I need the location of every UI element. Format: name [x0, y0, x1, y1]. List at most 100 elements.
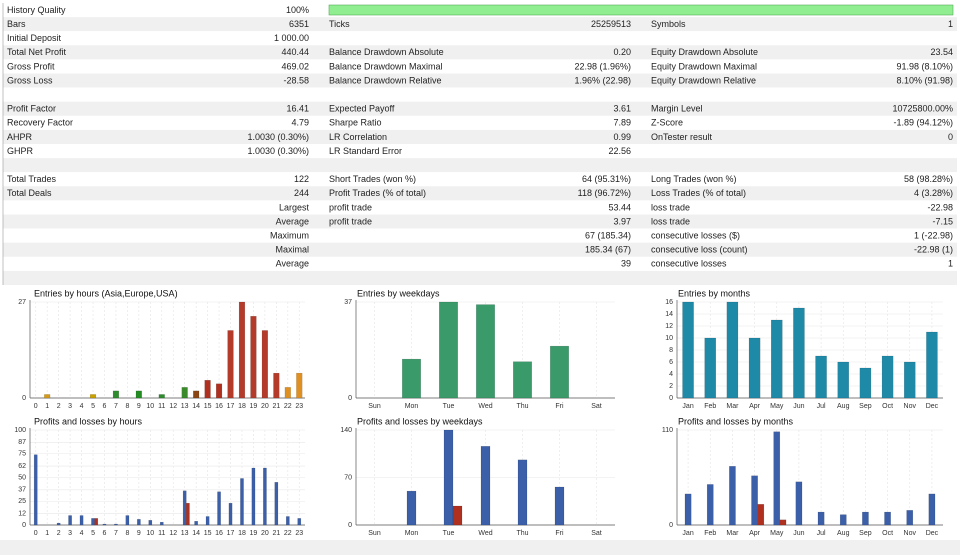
bar: [443, 429, 454, 526]
x-tick-label: May: [770, 530, 784, 537]
bar: [148, 520, 153, 526]
bar: [250, 316, 257, 399]
bar: [261, 330, 268, 399]
x-tick-label: 23: [295, 403, 303, 410]
table-value: Maximal: [275, 245, 309, 255]
table-row: [3, 172, 957, 187]
y-tick-label: 75: [18, 451, 26, 458]
table-row: [3, 186, 957, 201]
x-tick-label: Oct: [882, 403, 893, 410]
x-tick-label: 20: [261, 530, 269, 537]
bar: [89, 394, 97, 399]
y-tick-label: 16: [665, 299, 673, 306]
table-label: Balance Drawdown Maximal: [329, 61, 443, 71]
bar: [79, 515, 84, 526]
bar: [906, 510, 914, 526]
table-value: 39: [621, 259, 631, 269]
x-tick-label: 4: [80, 403, 84, 410]
table-label: GHPR: [7, 146, 34, 156]
table-row: [3, 59, 957, 74]
table-label: consecutive losses: [651, 259, 727, 269]
x-tick-label: 1: [45, 403, 49, 410]
bar: [476, 304, 495, 399]
table-value: 4 (3.28%): [914, 188, 953, 198]
history-quality-bar: [328, 4, 954, 16]
x-tick-label: Aug: [837, 530, 850, 537]
y-tick-label: 0: [669, 395, 673, 402]
table-value: 16.41: [286, 104, 309, 114]
table-value: 118 (96.72%): [578, 188, 631, 198]
bar: [112, 390, 120, 399]
x-tick-label: 8: [125, 530, 129, 537]
x-tick-label: 11: [158, 530, 165, 537]
bar: [517, 459, 528, 526]
x-tick-label: 5: [91, 403, 95, 410]
x-tick-label: Tue: [443, 403, 455, 410]
bar: [94, 518, 99, 526]
x-tick-label: 15: [204, 403, 212, 410]
bar: [550, 345, 569, 399]
y-tick-label: 12: [18, 510, 26, 517]
bar: [406, 490, 417, 526]
bar: [296, 372, 303, 399]
x-tick-label: 22: [284, 530, 292, 537]
x-tick-label: 13: [181, 530, 189, 537]
y-tick-label: 14: [665, 311, 673, 318]
x-tick-label: Wed: [478, 403, 492, 410]
table-label: loss trade: [651, 202, 690, 212]
x-tick-label: Sep: [859, 530, 872, 537]
table-label: Equity Drawdown Relative: [651, 75, 756, 85]
x-tick-label: 19: [250, 530, 258, 537]
table-row: [3, 17, 957, 32]
bar: [238, 301, 246, 399]
table-label: Short Trades (won %): [329, 174, 416, 184]
bar: [135, 390, 142, 399]
table-label: History Quality: [7, 5, 66, 15]
x-tick-label: Mon: [405, 403, 419, 410]
table-label: Initial Deposit: [7, 33, 62, 43]
x-tick-label: Fri: [555, 403, 564, 410]
x-tick-label: Sat: [591, 530, 602, 537]
bar: [748, 337, 761, 399]
table-value: -22.98 (1): [914, 245, 953, 255]
table-label: profit trade: [329, 216, 372, 226]
y-tick-label: 100: [14, 427, 26, 434]
x-tick-label: 8: [125, 403, 129, 410]
y-tick-label: 25: [18, 498, 26, 505]
x-tick-label: Dec: [926, 403, 939, 410]
table-row: [3, 73, 957, 88]
table-label: Loss Trades (% of total): [651, 188, 746, 198]
bar: [227, 330, 234, 399]
table-value: -22.98: [927, 202, 953, 212]
bottom-strip: [0, 540, 960, 555]
bar: [859, 367, 872, 399]
x-tick-label: Nov: [904, 530, 917, 537]
bar: [682, 301, 694, 399]
bar: [56, 522, 61, 526]
table-value: 1.0030 (0.30%): [247, 132, 309, 142]
x-tick-label: 10: [146, 403, 154, 410]
x-tick-label: 1: [45, 530, 49, 537]
bar: [729, 466, 736, 526]
y-tick-label: 12: [665, 323, 673, 330]
table-label: AHPR: [7, 132, 33, 142]
bar: [284, 387, 291, 399]
x-tick-label: 22: [284, 403, 292, 410]
y-tick-label: 27: [18, 299, 26, 306]
x-tick-label: 23: [295, 530, 303, 537]
y-tick-label: 0: [669, 522, 673, 529]
bar: [795, 481, 803, 526]
table-label: Profit Factor: [7, 104, 56, 114]
x-tick-label: 18: [238, 403, 246, 410]
table-label: Expected Payoff: [329, 104, 395, 114]
table-value: Average: [276, 216, 309, 226]
table-value: 1: [948, 259, 953, 269]
x-tick-label: 21: [272, 403, 280, 410]
y-tick-label: 10: [665, 335, 673, 342]
table-label: OnTester result: [651, 132, 713, 142]
x-tick-label: May: [770, 403, 784, 410]
x-tick-label: 11: [158, 403, 165, 410]
chart-title: Entries by hours (Asia,Europe,USA): [34, 288, 178, 298]
table-value: 0.20: [613, 47, 631, 57]
bar: [773, 431, 781, 526]
